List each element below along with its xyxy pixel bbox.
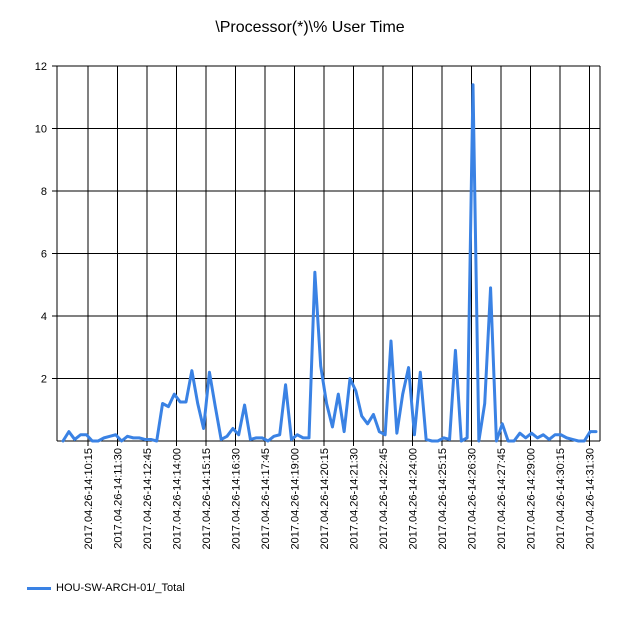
x-tick-label: 2017.04.26-14:21:30 <box>349 448 361 550</box>
x-tick-label: 2017.04.26-14:25:15 <box>437 448 449 550</box>
y-tick-label: 4 <box>41 311 47 323</box>
y-tick-label: 8 <box>41 186 47 198</box>
x-tick-label: 2017.04.26-14:30:15 <box>555 448 567 550</box>
x-tick-label: 2017.04.26-14:26:30 <box>467 448 479 550</box>
x-tick-label: 2017.04.26-14:11:30 <box>113 448 125 549</box>
x-tick-label: 2017.04.26-14:12:45 <box>142 448 154 550</box>
x-tick-label: 2017.04.26-14:29:00 <box>526 448 538 550</box>
y-tick-label: 6 <box>41 249 47 261</box>
x-tick-label: 2017.04.26-14:24:00 <box>408 448 420 550</box>
y-tick-label: 12 <box>35 61 47 73</box>
x-tick-label: 2017.04.26-14:15:15 <box>201 448 213 550</box>
x-tick-label: 2017.04.26-14:20:15 <box>319 448 331 550</box>
x-tick-label: 2017.04.26-14:10:15 <box>83 448 95 550</box>
legend: HOU-SW-ARCH-01/_Total <box>27 580 185 596</box>
y-tick-label: 2 <box>41 374 47 386</box>
gridlines <box>52 65 600 446</box>
series-line <box>61 83 598 443</box>
x-tick-label: 2017.04.26-14:19:00 <box>290 448 302 550</box>
x-tick-label: 2017.04.26-14:14:00 <box>172 448 184 550</box>
x-tick-label: 2017.04.26-14:17:45 <box>260 448 272 550</box>
legend-swatch <box>27 586 51 590</box>
y-tick-label: 10 <box>35 124 47 136</box>
x-tick-label: 2017.04.26-14:16:30 <box>231 448 243 550</box>
x-tick-label: 2017.04.26-14:27:45 <box>496 448 508 550</box>
y-tick-labels: 2 4 6 8 10 12 <box>35 61 47 386</box>
x-tick-labels: 2017.04.26-14:10:15 2017.04.26-14:11:30 20… <box>83 448 597 550</box>
x-tick-label: 2017.04.26-14:31:30 <box>585 448 597 550</box>
legend-label: HOU-SW-ARCH-01/_Total <box>56 582 185 594</box>
series-lines <box>61 83 598 443</box>
chart-title: \Processor(*)\% User Time <box>215 19 405 36</box>
x-tick-label: 2017.04.26-14:22:45 <box>378 448 390 550</box>
